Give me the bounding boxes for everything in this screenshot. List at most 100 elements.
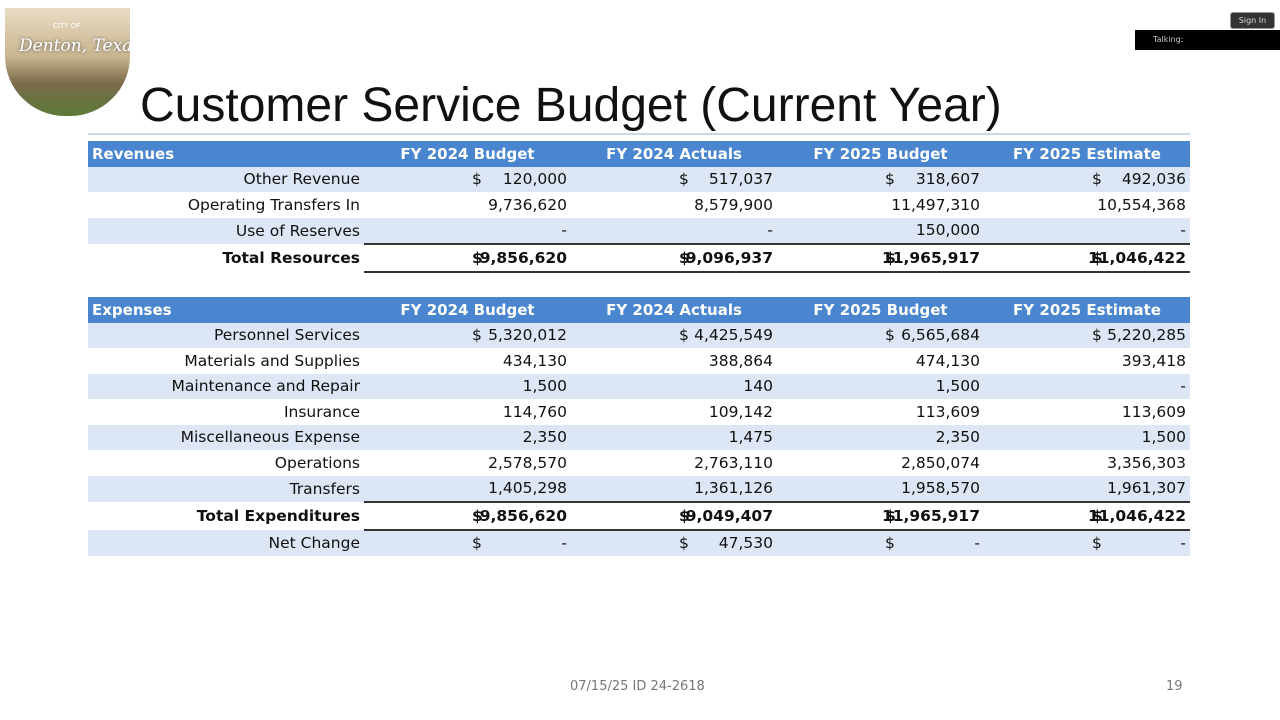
currency-sign: $ <box>1092 248 1103 267</box>
table-row: Total Resources $9,856,620 $9,096,937 $11,9… <box>88 243 1190 273</box>
amount: 1,361,126 <box>694 479 773 498</box>
table-row: Operations 2,578,570 2,763,110 2,850,074 3,3… <box>88 450 1190 476</box>
amount: 113,609 <box>915 402 980 421</box>
table-row: Maintenance and Repair 1,500 140 1,500 - <box>88 373 1190 399</box>
value-cell: 2,350 <box>364 424 571 450</box>
value-cell: $9,049,407 <box>571 501 777 531</box>
value-cell: - <box>571 217 777 244</box>
amount: 1,961,307 <box>1107 479 1186 498</box>
row-label: Insurance <box>283 402 360 421</box>
value-cell: $5,320,012 <box>364 322 571 348</box>
value-cell: 1,361,126 <box>571 475 777 502</box>
amount: 5,220,285 <box>1107 326 1186 345</box>
value-cell: 140 <box>571 373 777 399</box>
value-cell: 150,000 <box>777 217 984 244</box>
amount: 140 <box>743 377 773 396</box>
sign-in-button[interactable]: Sign In <box>1230 12 1275 29</box>
amount: 388,864 <box>708 351 773 370</box>
amount: 9,096,937 <box>685 248 773 267</box>
currency-sign: $ <box>472 248 483 267</box>
amount: 47,530 <box>718 534 773 553</box>
amount: 109,142 <box>708 402 773 421</box>
amount: 517,037 <box>708 170 773 189</box>
value-cell: $318,607 <box>777 166 984 192</box>
amount: 2,350 <box>522 428 567 447</box>
amount: 1,958,570 <box>901 479 980 498</box>
footer-id: 07/15/25 ID 24-2618 <box>570 679 705 694</box>
row-label: Other Revenue <box>88 166 364 192</box>
value-cell: $492,036 <box>984 166 1190 192</box>
table-row: Personnel Services $5,320,012 $4,425,549 $6… <box>88 322 1190 348</box>
header-row: Revenues FY 2024 Budget FY 2024 Actuals FY … <box>88 141 1190 167</box>
value-cell: 388,864 <box>571 348 777 374</box>
amount: - <box>1180 221 1186 240</box>
currency-sign: $ <box>679 534 689 553</box>
amount: 2,578,570 <box>488 453 567 472</box>
header-cell: FY 2024 Budget <box>364 297 571 323</box>
table-row: Insurance 114,760 109,142 113,609 113,609 <box>88 399 1190 425</box>
value-cell: - <box>984 373 1190 399</box>
header-cell: FY 2025 Budget <box>777 141 984 167</box>
value-cell: $9,096,937 <box>571 243 777 273</box>
header-cell: Revenues <box>88 141 364 167</box>
amount: 9,856,620 <box>479 506 567 525</box>
amount: - <box>561 534 567 553</box>
value-cell: $9,856,620 <box>364 243 571 273</box>
value-cell: 1,961,307 <box>984 475 1190 502</box>
value-cell: $ - <box>364 529 571 556</box>
logo-small: CITY OF <box>53 22 81 30</box>
value-cell: 2,850,074 <box>777 450 984 476</box>
table-row: Operating Transfers In 9,736,620 8,579,900… <box>88 192 1190 218</box>
amount: 8,579,900 <box>694 195 773 214</box>
row-label: Miscellaneous Expense <box>88 424 364 450</box>
amount: 2,850,074 <box>901 453 980 472</box>
currency-sign: $ <box>885 506 896 525</box>
amount: 1,500 <box>1141 428 1186 447</box>
value-cell: $517,037 <box>571 166 777 192</box>
amount: 1,500 <box>522 377 567 396</box>
amount: 1,475 <box>728 428 773 447</box>
row-label: Maintenance and Repair <box>88 373 364 399</box>
header-cell: FY 2024 Actuals <box>571 297 777 323</box>
amount: 9,736,620 <box>488 195 567 214</box>
currency-sign: $ <box>679 506 690 525</box>
amount: 3,356,303 <box>1107 453 1186 472</box>
table-row: Total Expenditures $9,856,620 $9,049,407 $1… <box>88 501 1190 531</box>
amount: 9,049,407 <box>685 506 773 525</box>
value-cell: $ - <box>984 529 1190 556</box>
value-cell: 11,497,310 <box>777 192 984 218</box>
amount: 318,607 <box>915 170 980 189</box>
slide-title: Customer Service Budget (Current Year) <box>140 79 1002 132</box>
amount: 120,000 <box>502 170 567 189</box>
header-cell: FY 2025 Budget <box>777 297 984 323</box>
amount: - <box>1180 377 1186 396</box>
header-row: Expenses FY 2024 Budget FY 2024 Actuals FY … <box>88 297 1190 323</box>
amount: 11,497,310 <box>891 195 980 214</box>
value-cell: 1,500 <box>364 373 571 399</box>
value-cell: 393,418 <box>984 348 1190 374</box>
logo: CITY OF Denton, Texas <box>5 8 130 116</box>
amount: 6,565,684 <box>901 326 980 345</box>
logo-name: Denton, Texas <box>19 36 130 56</box>
header-cell: FY 2025 Estimate <box>984 297 1190 323</box>
amount: 9,856,620 <box>479 248 567 267</box>
row-label: Transfers <box>88 475 364 502</box>
table-row: Materials and Supplies 434,130 388,864 474,… <box>88 348 1190 374</box>
amount: 4,425,549 <box>694 326 773 345</box>
table-row: Miscellaneous Expense 2,350 1,475 2,350 1,50… <box>88 424 1190 450</box>
table-row: Net Change $ - $47,530 $ - $ - <box>88 529 1190 556</box>
value-cell: 113,609 <box>984 399 1190 425</box>
header-cell: Expenses <box>88 297 364 323</box>
amount: 11,046,422 <box>1087 506 1186 525</box>
currency-sign: $ <box>472 506 483 525</box>
amount: 434,130 <box>502 351 567 370</box>
row-label: Operations <box>274 453 360 472</box>
header-cell: FY 2024 Budget <box>364 141 571 167</box>
value-cell: $6,565,684 <box>777 322 984 348</box>
currency-sign: $ <box>679 170 689 189</box>
table-row: Use of Reserves - - 150,000 - <box>88 217 1190 244</box>
value-cell: $47,530 <box>571 529 777 556</box>
amount: 5,320,012 <box>488 326 567 345</box>
amount: 10,554,368 <box>1097 195 1186 214</box>
